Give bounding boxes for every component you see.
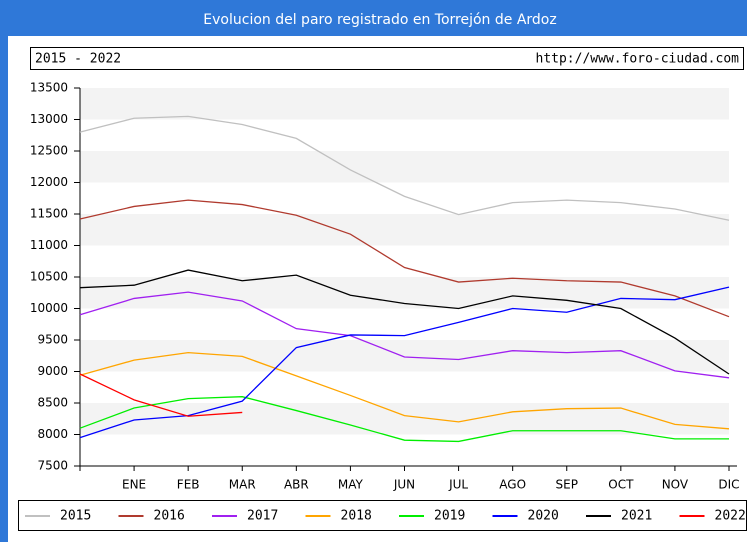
info-box <box>30 47 744 70</box>
series-line <box>79 291 730 379</box>
legend-label: 2022 <box>715 509 746 524</box>
y-tick-label: 12500 <box>30 144 68 158</box>
y-tick-label: 7500 <box>37 459 68 473</box>
x-tick-label: JUL <box>448 478 468 492</box>
y-tick-label: 9500 <box>37 333 68 347</box>
source: http://www.foro-ciudad.com <box>536 52 740 67</box>
x-tick-label: MAR <box>229 478 256 492</box>
y-tick-label: 12000 <box>30 175 68 189</box>
period: 2015 - 2022 <box>35 52 121 67</box>
series-line <box>79 351 730 430</box>
x-tick-label: NOV <box>662 478 689 492</box>
x-tick-label: SEP <box>556 478 578 492</box>
grid-band <box>80 151 729 183</box>
series-line <box>79 396 729 443</box>
grid-band <box>80 403 729 435</box>
y-tick-label: 8000 <box>37 427 68 441</box>
legend-label: 2016 <box>154 509 185 524</box>
grid-band <box>80 214 729 246</box>
x-tick-label: ENE <box>122 478 146 492</box>
y-tick-label: 13000 <box>30 112 68 126</box>
left-border <box>0 0 8 542</box>
legend-label: 2018 <box>341 509 372 524</box>
legend-label: 2021 <box>621 509 652 524</box>
y-tick-label: 11000 <box>30 238 68 252</box>
legend-label: 2019 <box>434 509 465 524</box>
y-tick-label: 10500 <box>30 270 68 284</box>
x-tick-label: DIC <box>718 478 739 492</box>
legend-label: 2017 <box>247 509 278 524</box>
series-line <box>79 115 730 221</box>
legend-label: 2015 <box>60 509 91 524</box>
chart-title: Evolucion del paro registrado en Torrejó… <box>203 12 556 28</box>
grid-band <box>80 88 729 120</box>
y-tick-label: 11500 <box>30 207 68 221</box>
y-tick-label: 10000 <box>30 301 68 315</box>
y-tick-label: 9000 <box>37 364 68 378</box>
y-tick-label: 8500 <box>37 396 68 410</box>
grid-band <box>80 340 729 372</box>
y-tick-label: 13500 <box>30 81 68 95</box>
title-bar <box>0 0 747 36</box>
x-tick-label: JUN <box>393 478 415 492</box>
x-tick-label: FEB <box>177 478 200 492</box>
legend-label: 2020 <box>528 509 559 524</box>
series-line <box>79 373 243 417</box>
x-tick-label: OCT <box>608 478 634 492</box>
x-tick-label: ABR <box>284 478 309 492</box>
x-tick-label: AGO <box>499 478 526 492</box>
series-line <box>79 269 730 375</box>
series-line <box>79 199 730 318</box>
x-tick-label: MAY <box>338 478 364 492</box>
